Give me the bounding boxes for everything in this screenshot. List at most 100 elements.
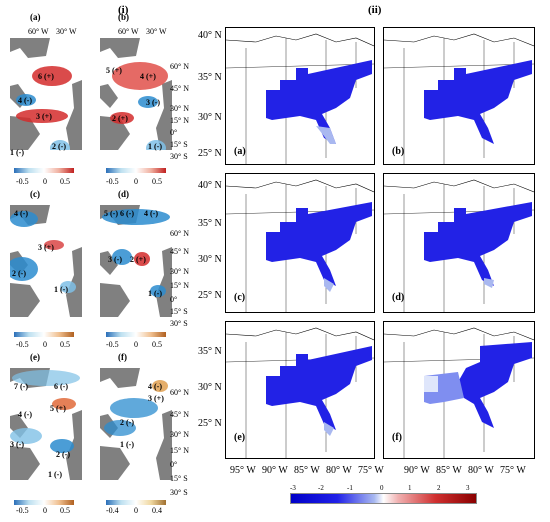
colorbar-tick: 0.5 [152,177,162,186]
right-lon-tick: 75° W [500,465,526,476]
area-label: 6 (-) [54,382,68,391]
right-map-d: (d) [383,173,535,313]
lat-tick: 45° N [170,84,189,93]
area-label: 6 (-) [120,209,134,218]
right-lon-tick: 80° W [468,465,494,476]
lat-tick: 60° N [170,229,189,238]
colorbar-tick: -0.5 [16,177,29,186]
map-letter: (c) [234,292,246,303]
area-label: 4 (-) [144,209,158,218]
area-label: 5 (+) [50,404,66,413]
panel-letter: (b) [118,12,129,22]
area-label: 3 (-) [146,98,160,107]
left-panel-e: (e) 7 (-) 6 (-) 5 (+) 4 (-) 3 (-) 2 (-) … [0,352,90,522]
colorbar-tick: -0.5 [16,506,29,515]
area-label: 1 (-) [54,285,68,294]
lon-tick: 30° W [56,27,77,36]
right-colorbar-tick: -1 [347,484,353,492]
us-map [384,33,534,164]
colorbar-tick: 0.5 [60,506,70,515]
lat-tick: 15° N [170,116,189,125]
right-colorbar [290,493,477,504]
left-panel-a: (a) 60° W 30° W 6 (+) 4 (-) 3 (+) 2 (-) … [0,0,90,175]
lat-tick: 60° N [170,388,189,397]
ocean-map [10,368,82,480]
colorbar-tick: 0.5 [60,340,70,349]
colorbar-tick: 0 [43,177,47,186]
right-lat-tick: 30° N [198,382,222,393]
right-lat-tick: 25° N [198,290,222,301]
left-panel-b: (b) 60° W 30° W 5 (+) 4 (+) 3 (-) 2 (+) … [90,0,195,175]
area-label: 2 (-) [12,269,26,278]
lat-tick: 30° N [170,430,189,439]
right-lat-tick: 40° N [198,180,222,191]
lat-tick: 15° S [170,474,188,483]
left-panel-f: (f) 4 (-) 3 (+) 2 (-) 1 (-) 60° N 45° N … [90,352,195,522]
area-label: 1 (-) [48,470,62,479]
lat-tick: 30° N [170,104,189,113]
right-colorbar-tick: -3 [290,484,296,492]
lat-tick: 30° S [170,152,188,161]
lat-tick: 45° N [170,410,189,419]
lat-tick: 30° N [170,267,189,276]
right-map-a: (a) [225,27,375,165]
colorbar-e [14,500,74,505]
right-colorbar-tick: 1 [408,484,412,492]
us-map [226,179,374,312]
area-label: 3 (+) [36,112,52,121]
right-lat-tick: 35° N [198,346,222,357]
area-label: 1 (-) [148,142,162,151]
colorbar-tick: -0.4 [106,506,119,515]
lon-tick: 30° W [146,27,167,36]
area-label: 3 (+) [148,394,164,403]
lat-tick: 0° [170,128,178,137]
area-label: 1 (-) [148,289,162,298]
right-lat-tick: 30° N [198,112,222,123]
colorbar-tick: 0.5 [152,340,162,349]
right-lon-tick: 85° W [294,465,320,476]
section-label-left: (i) [118,4,129,16]
right-lat-tick: 25° N [198,148,222,159]
colorbar-tick: 0 [134,506,138,515]
colorbar-tick: 0 [134,340,138,349]
lat-tick: 15° S [170,140,188,149]
colorbar-tick: 0.4 [152,506,162,515]
colorbar-tick: -0.5 [106,340,119,349]
us-map [384,179,534,312]
right-lat-tick: 35° N [198,218,222,229]
right-colorbar-tick: 0 [380,484,384,492]
right-lat-tick: 40° N [198,30,222,41]
right-colorbar-tick: -2 [318,484,324,492]
area-label: 2 (-) [56,450,70,459]
lat-tick: 30° S [170,319,188,328]
ocean-map [10,205,82,317]
lat-tick: 0° [170,295,178,304]
right-colorbar-tick: 2 [437,484,441,492]
lat-tick: 30° S [170,488,188,497]
map-letter: (a) [234,146,246,157]
area-label: 4 (-) [148,382,162,391]
area-label: 6 (+) [38,72,54,81]
section-label-right: (ii) [368,4,382,16]
colorbar-c [14,332,74,337]
lat-tick: 15° N [170,446,189,455]
left-panel-c: (c) 4 (-) 3 (+) 2 (-) 1 (-) [0,185,90,337]
left-panel-d: (d) 5 (-) 6 (-) 4 (-) 3 (-) 2 (+) 1 (-) … [90,185,195,337]
lat-tick: 15° N [170,281,189,290]
map-letter: (f) [392,432,402,443]
right-lat-tick: 25° N [198,418,222,429]
colorbar-f [106,500,166,505]
ocean-map [100,38,172,150]
colorbar-tick: 0 [43,506,47,515]
right-lon-tick: 85° W [436,465,462,476]
lat-tick: 60° N [170,62,189,71]
us-map [226,327,374,458]
right-lon-tick: 90° W [262,465,288,476]
area-label: 2 (-) [120,418,134,427]
colorbar-b [106,168,166,173]
right-lat-tick: 35° N [198,72,222,83]
panel-letter: (f) [118,352,127,362]
area-label: 3 (-) [10,440,24,449]
area-label: 5 (-) [104,209,118,218]
area-label: 5 (+) [106,66,122,75]
